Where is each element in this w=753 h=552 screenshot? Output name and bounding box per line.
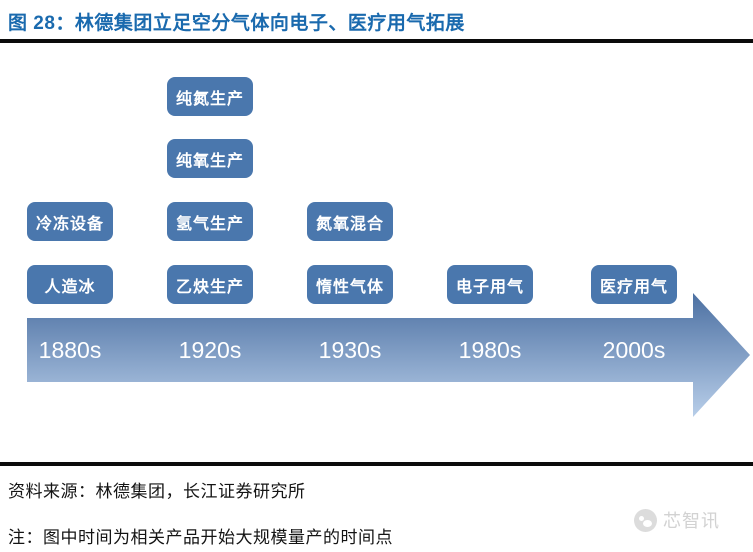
product-box-acetylene-production: 乙炔生产	[167, 265, 253, 304]
product-box-artificial-ice: 人造冰	[27, 265, 113, 304]
product-box-pure-nitrogen: 纯氮生产	[167, 77, 253, 116]
era-label-2000s: 2000s	[602, 337, 666, 363]
watermark-label: 芯智讯	[663, 511, 720, 531]
product-box-pure-oxygen: 纯氧生产	[167, 139, 253, 178]
timeline-arrow-shape	[27, 293, 750, 417]
era-label-1980s: 1980s	[458, 337, 522, 363]
timeline-arrow	[27, 293, 750, 417]
era-label-1920s: 1920s	[178, 337, 242, 363]
product-box-nitrogen-oxygen-mix: 氮氧混合	[307, 202, 393, 241]
footer-divider-rule	[0, 462, 753, 466]
product-box-hydrogen-production: 氢气生产	[167, 202, 253, 241]
note-text: 注：图中时间为相关产品开始大规模量产的时间点	[8, 528, 393, 547]
era-label-1880s: 1880s	[38, 337, 102, 363]
product-box-refrigeration-equipment: 冷冻设备	[27, 202, 113, 241]
product-box-inert-gases: 惰性气体	[307, 265, 393, 304]
product-box-medical-gases: 医疗用气	[591, 265, 677, 304]
product-box-electronics-gases: 电子用气	[447, 265, 533, 304]
source-text: 资料来源：林德集团，长江证券研究所	[8, 482, 306, 501]
era-label-1930s: 1930s	[318, 337, 382, 363]
figure-title: 图 28：林德集团立足空分气体向电子、医疗用气拓展	[8, 13, 465, 34]
watermark-logo-icon	[634, 508, 657, 532]
title-divider-rule	[0, 39, 753, 43]
watermark: 芯智讯	[634, 507, 720, 533]
